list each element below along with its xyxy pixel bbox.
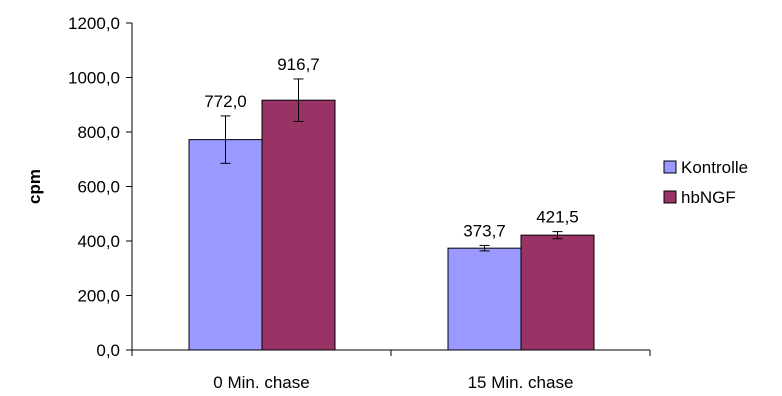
chart-bars	[188, 99, 595, 351]
bar-hbngf	[261, 99, 336, 351]
data-label: 373,7	[463, 221, 506, 240]
error-bar	[220, 115, 231, 164]
bar-kontrolle	[188, 139, 263, 351]
legend-swatch-hbngf	[663, 190, 677, 204]
y-axis-tick-label: 800,0	[77, 123, 120, 142]
error-bars	[220, 78, 563, 252]
y-axis-tick-label: 1000,0	[68, 69, 120, 88]
bar-kontrolle	[447, 247, 522, 351]
x-axis-categories: 0 Min. chase 15 Min. chase	[213, 373, 573, 392]
legend: Kontrolle hbNGF	[663, 158, 748, 207]
data-labels: 772,0 916,7 373,7 421,5	[204, 55, 579, 240]
y-axis-ticks: 0,0 200,0 400,0 600,0 800,0 1000,0 1200,0	[68, 14, 132, 360]
error-bar	[552, 231, 563, 240]
data-label: 421,5	[536, 208, 579, 227]
y-axis-tick-label: 600,0	[77, 178, 120, 197]
x-axis-category-label: 15 Min. chase	[468, 373, 574, 392]
legend-swatch-kontrolle	[663, 160, 677, 174]
y-axis-tick-label: 1200,0	[68, 14, 120, 33]
bar-hbngf	[520, 234, 595, 351]
error-bar	[479, 244, 490, 252]
y-axis-tick-label: 200,0	[77, 287, 120, 306]
data-label: 916,7	[277, 55, 320, 74]
y-axis-tick-label: 400,0	[77, 232, 120, 251]
y-axis-tick-label: 0,0	[96, 341, 120, 360]
y-axis-label: cpm	[25, 169, 44, 204]
data-label: 772,0	[204, 92, 247, 111]
error-bar	[293, 78, 304, 122]
legend-label-kontrolle: Kontrolle	[681, 158, 748, 177]
x-axis-category-label: 0 Min. chase	[213, 373, 309, 392]
legend-label-hbngf: hbNGF	[681, 188, 736, 207]
